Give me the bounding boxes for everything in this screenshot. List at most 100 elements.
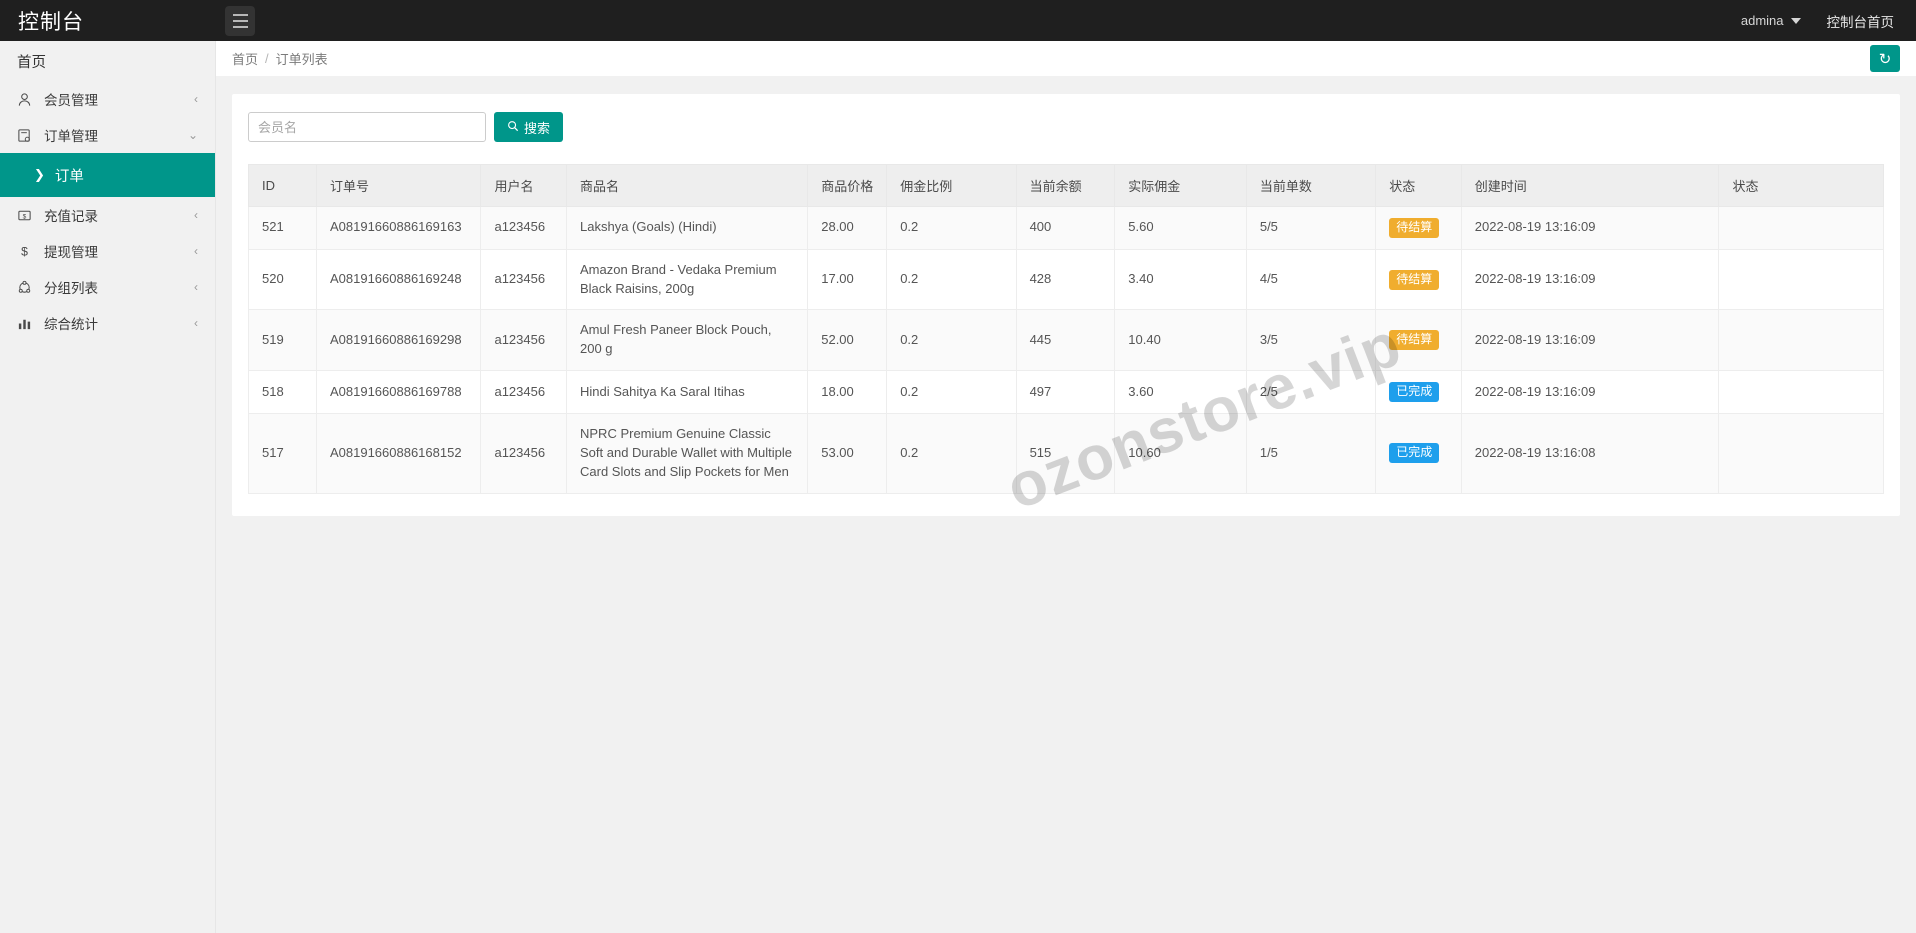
- order-no-cell: A08191660886168152: [315, 412, 482, 494]
- refresh-icon[interactable]: ↻: [1870, 45, 1900, 72]
- sidebar-item-home[interactable]: 首页: [17, 54, 46, 71]
- brand-title: 控制台: [18, 10, 84, 34]
- username-cell: a123456: [480, 206, 567, 250]
- count-cell: 1/5: [1245, 412, 1377, 494]
- commission-cell: 3.60: [1114, 370, 1247, 414]
- commission-cell: 10.60: [1114, 412, 1247, 494]
- bar-chart-icon: [17, 316, 39, 331]
- sidebar-item-label: 提现管理: [44, 245, 98, 260]
- breadcrumb: 首页 / 订单列表 ↻: [216, 41, 1916, 76]
- sidebar-item-label: 订单管理: [44, 129, 98, 144]
- hamburger-bar: [232, 25, 248, 28]
- created-at-cell: 2022-08-19 13:16:09: [1460, 248, 1720, 311]
- price-cell: 28.00: [807, 206, 888, 250]
- sidebar-item-order[interactable]: ❯ 订单: [0, 153, 215, 197]
- order-no-cell: A08191660886169788: [315, 370, 482, 414]
- user-name: admina: [1740, 13, 1784, 28]
- rate-cell: 0.2: [886, 206, 1017, 250]
- column-header-commission: 实际佣金: [1114, 164, 1247, 207]
- user-icon: [17, 92, 39, 107]
- breadcrumb-home[interactable]: 首页: [232, 52, 259, 67]
- price-cell: 17.00: [807, 248, 888, 311]
- sidebar-item-label: 订单: [54, 168, 84, 185]
- order-list-panel: 搜索 ID 订单号 用户名 商品名 商品价格 佣金比例: [232, 94, 1900, 516]
- user-menu[interactable]: admina: [1741, 13, 1801, 28]
- status2-cell: [1718, 370, 1884, 414]
- chevron-left-icon: ‹: [194, 316, 198, 330]
- status-badge: 已完成: [1389, 443, 1440, 464]
- rate-cell: 0.2: [886, 370, 1017, 414]
- table-row: 519 A08191660886169298 a123456 Amul Fresh P…: [248, 309, 1884, 372]
- sidebar-item-label: 分组列表: [44, 281, 98, 296]
- console-home-link[interactable]: 控制台首页: [1826, 14, 1895, 30]
- sidebar-item-members[interactable]: 会员管理 ‹: [0, 81, 215, 117]
- price-cell: 18.00: [807, 370, 888, 414]
- table-row: 517 A08191660886168152 a123456 NPRC Premium…: [248, 412, 1884, 494]
- search-icon: [507, 120, 519, 135]
- chevron-left-icon: ‹: [194, 92, 198, 106]
- count-cell: 5/5: [1245, 206, 1377, 250]
- dollar-icon: $: [17, 244, 39, 259]
- column-header-created-at: 创建时间: [1460, 164, 1720, 207]
- search-input[interactable]: [248, 112, 486, 142]
- breadcrumb-current: 订单列表: [275, 52, 328, 67]
- sidebar-item-label: 充值记录: [44, 209, 98, 224]
- topbar-right: admina 控制台首页: [1741, 11, 1916, 31]
- product-name-cell: Lakshya (Goals) (Hindi): [565, 206, 809, 250]
- username-cell: a123456: [480, 309, 567, 372]
- breadcrumb-separator: /: [265, 51, 269, 66]
- sidebar-item-label: 综合统计: [44, 317, 98, 332]
- hamburger-bar: [232, 13, 248, 16]
- balance-cell: 400: [1015, 206, 1116, 250]
- column-header-balance: 当前余额: [1015, 164, 1116, 207]
- sidebar-item-statistics[interactable]: 综合统计 ‹: [0, 305, 215, 341]
- status-badge: 待结算: [1389, 269, 1440, 290]
- sidebar-item-group-list[interactable]: 分组列表 ‹: [0, 269, 215, 305]
- top-bar: 控制台 admina 控制台首页: [0, 0, 1916, 41]
- sidebar-item-recharge-records[interactable]: $ 充值记录 ‹: [0, 197, 215, 233]
- price-cell: 53.00: [807, 412, 888, 494]
- sidebar-item-order-management[interactable]: 订单管理 ⌄: [0, 117, 215, 153]
- created-at-cell: 2022-08-19 13:16:08: [1460, 412, 1720, 494]
- price-cell: 52.00: [807, 309, 888, 372]
- status2-cell: [1718, 309, 1884, 372]
- chevron-left-icon: ‹: [194, 208, 198, 222]
- status2-cell: [1718, 248, 1884, 311]
- search-button[interactable]: 搜索: [494, 112, 564, 142]
- column-header-id: ID: [248, 164, 317, 207]
- order-id-cell: 518: [248, 370, 317, 414]
- sidebar-item-label: 会员管理: [44, 93, 98, 108]
- column-header-count: 当前单数: [1245, 164, 1377, 207]
- product-name-cell: Amazon Brand - Vedaka Premium Black Rais…: [565, 248, 809, 311]
- status-cell: 待结算: [1375, 309, 1462, 372]
- order-id-cell: 519: [248, 309, 317, 372]
- main-content: 首页 / 订单列表 ↻ 搜索: [216, 41, 1916, 933]
- username-cell: a123456: [480, 248, 567, 311]
- order-no-cell: A08191660886169248: [315, 248, 482, 311]
- table-body: 521 A08191660886169163 a123456 Lakshya (Goa…: [248, 206, 1884, 494]
- balance-cell: 515: [1015, 412, 1116, 494]
- search-button-label: 搜索: [524, 120, 551, 136]
- order-no-cell: A08191660886169163: [315, 206, 482, 250]
- status-cell: 待结算: [1375, 206, 1462, 250]
- status2-cell: [1718, 412, 1884, 494]
- column-header-order-no: 订单号: [315, 164, 482, 207]
- svg-text:$: $: [21, 244, 28, 258]
- status-cell: 已完成: [1375, 412, 1462, 494]
- status-badge: 待结算: [1389, 330, 1440, 351]
- chevron-down-icon: ⌄: [187, 128, 198, 142]
- product-name-cell: Amul Fresh Paneer Block Pouch, 200 g: [565, 309, 809, 372]
- commission-cell: 3.40: [1114, 248, 1247, 311]
- status-badge: 待结算: [1389, 218, 1440, 238]
- chevron-left-icon: ‹: [194, 244, 198, 258]
- count-cell: 4/5: [1245, 248, 1377, 311]
- column-header-product: 商品名: [565, 164, 809, 207]
- rate-cell: 0.2: [886, 248, 1017, 311]
- svg-text:$: $: [23, 213, 27, 220]
- status-badge: 已完成: [1389, 382, 1440, 402]
- hamburger-icon[interactable]: [225, 5, 255, 36]
- balance-cell: 428: [1015, 248, 1116, 311]
- rate-cell: 0.2: [886, 309, 1017, 372]
- sidebar-item-withdraw-management[interactable]: $ 提现管理 ‹: [0, 233, 215, 269]
